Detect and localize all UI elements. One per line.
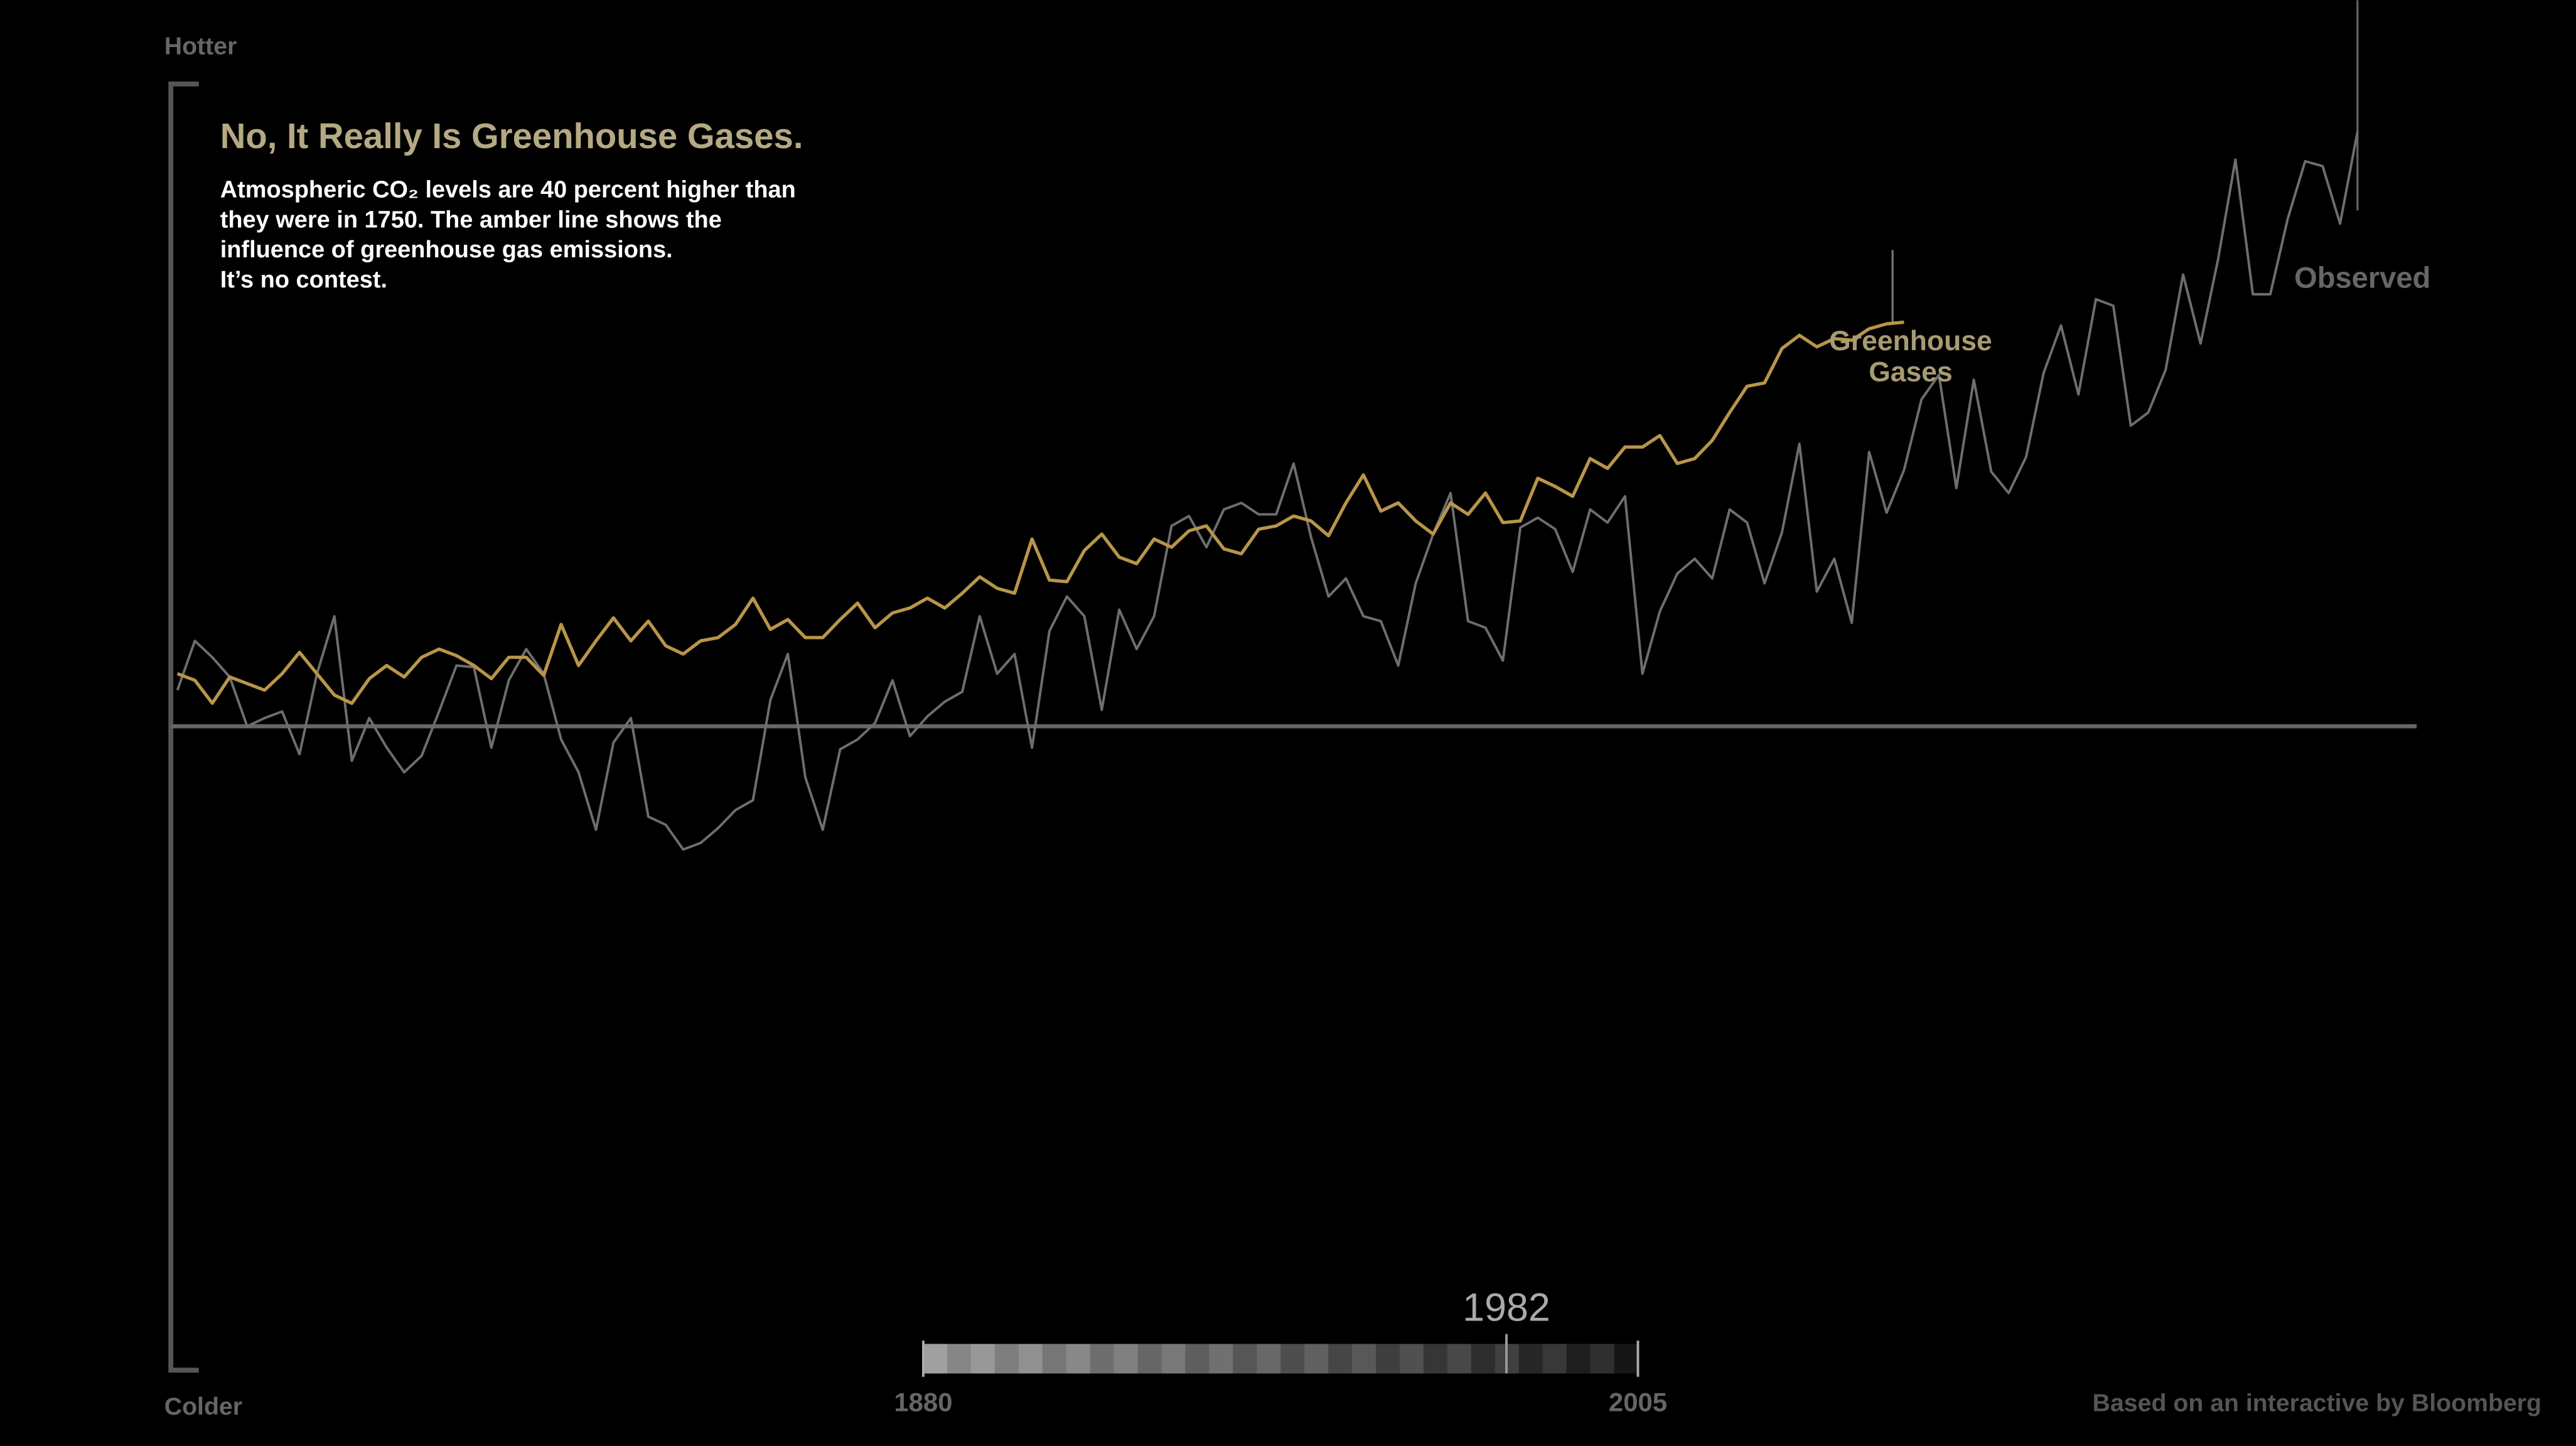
timeline-cell xyxy=(1280,1344,1305,1374)
timeline-cell xyxy=(1090,1344,1115,1374)
timeline-cell xyxy=(1471,1344,1496,1374)
series-line xyxy=(176,131,2359,851)
timeline-cell xyxy=(1590,1344,1615,1374)
subtitle: Atmospheric CO₂ levels are 40 percent hi… xyxy=(220,176,796,293)
timeline-cell xyxy=(1066,1344,1091,1374)
colder-label: Colder xyxy=(164,1393,242,1420)
hotter-label: Hotter xyxy=(164,33,237,60)
timeline-cell xyxy=(1447,1344,1472,1374)
timeline-cell xyxy=(970,1344,996,1374)
subtitle-line: Atmospheric CO₂ levels are 40 percent hi… xyxy=(220,176,796,203)
timeline-cell xyxy=(1137,1344,1162,1374)
timeline-cell xyxy=(947,1344,972,1374)
timeline-cell xyxy=(1042,1344,1067,1374)
timeline-cell xyxy=(1304,1344,1329,1374)
timeline-cell xyxy=(1542,1344,1567,1374)
timeline: 1982 1880 2005 xyxy=(894,1286,1667,1417)
timeline-cell xyxy=(1518,1344,1543,1374)
timeline-value: 1982 xyxy=(1462,1286,1550,1330)
y-bracket xyxy=(168,81,199,1373)
timeline-cell xyxy=(1614,1344,1639,1374)
timeline-cell xyxy=(1114,1344,1139,1374)
label-line: Greenhouse xyxy=(1829,326,1992,356)
timeline-cell xyxy=(1185,1344,1210,1374)
subtitle-line: influence of greenhouse gas emissions. xyxy=(220,237,673,263)
timeline-cell xyxy=(1328,1344,1353,1374)
series-label: Greenhouse Gases xyxy=(1829,326,1992,388)
timeline-cell xyxy=(1566,1344,1591,1374)
timeline-cell xyxy=(923,1344,948,1374)
timeline-max-label: 2005 xyxy=(1609,1388,1667,1417)
timeline-cell xyxy=(994,1344,1019,1374)
series-label: Observed xyxy=(2294,260,2430,294)
timeline-cell xyxy=(1352,1344,1377,1374)
timeline-cell xyxy=(1257,1344,1282,1374)
timeline-cell xyxy=(1209,1344,1234,1374)
timeline-cell xyxy=(1423,1344,1448,1374)
timeline-cell xyxy=(1399,1344,1424,1374)
timeline-min-label: 1880 xyxy=(894,1388,952,1417)
timeline-cell xyxy=(1233,1344,1258,1374)
series-line xyxy=(176,320,1904,705)
chart-title: No, It Really Is Greenhouse Gases. xyxy=(220,116,803,156)
timeline-cell xyxy=(1018,1344,1043,1374)
timeline-cell xyxy=(1376,1344,1400,1374)
timeline-cell xyxy=(1161,1344,1186,1374)
subtitle-line: they were in 1750. The amber line shows … xyxy=(220,206,722,233)
subtitle-line: It’s no contest. xyxy=(220,267,387,293)
label-line: Gases xyxy=(1869,357,1953,388)
credit: Based on an interactive by Bloomberg xyxy=(2093,1390,2541,1417)
